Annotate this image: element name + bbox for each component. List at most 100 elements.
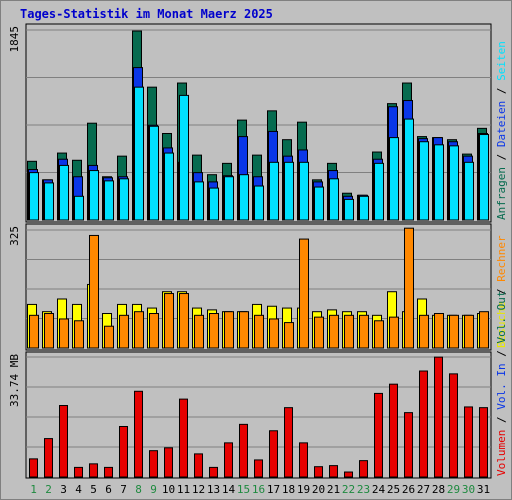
seiten-bar [419,141,429,221]
series-legend: Besuche / Rechner [495,235,508,348]
day-label: 13 [207,483,220,496]
day-label: 5 [90,483,97,496]
rechner-bar [179,293,189,349]
legend-besuche: Besuche [495,302,508,348]
chart-title: Tages-Statistik im Monat Maerz 2025 [20,7,273,21]
day-label: 14 [222,483,236,496]
rechner-bar [314,316,324,349]
seiten-bar [164,152,174,221]
day-label: 25 [387,483,400,496]
legend-vol-out: Vol. Out [495,291,508,344]
seiten-bar [284,161,294,221]
y-max-label: 1845 [8,26,21,53]
day-label: 21 [327,483,340,496]
rechner-bar [239,311,249,349]
rechner-bar [374,320,384,349]
volumen-bar [194,453,203,478]
seiten-bar [299,161,309,221]
volumen-bar [134,390,143,478]
rechner-bar [299,238,309,349]
rechner-bar [434,313,444,349]
day-label: 30 [462,483,475,496]
day-label: 11 [177,483,190,496]
rechner-bar [464,314,474,349]
volumen-bar [74,466,83,478]
rechner-bar [359,314,369,349]
rechner-bar [59,318,69,349]
legend-separator: / [495,147,508,167]
legend-volumen: Volumen [495,430,508,476]
seiten-bar [179,94,189,221]
seiten-bar [314,186,324,221]
seiten-bar [344,198,354,221]
seiten-bar [434,144,444,221]
rechner-bar [119,314,129,349]
seiten-bar [449,145,459,221]
volumen-bar [29,458,38,478]
volumen-bar [179,398,188,478]
legend-seiten: Seiten [495,41,508,81]
rechner-bar [479,311,489,349]
seiten-bar [404,118,414,221]
seiten-bar [269,161,279,221]
volumen-bar [434,356,443,478]
day-label: 8 [135,483,142,496]
day-label: 10 [162,483,175,496]
rechner-bar [89,234,99,349]
series-legend: Volumen / Vol. In / Vol. Out [495,291,508,476]
volumen-bar [479,407,488,478]
legend-rechner: Rechner [495,235,508,282]
seiten-bar [464,161,474,221]
legend-anfragen: Anfragen [495,167,508,220]
volumen-bar [449,373,458,478]
seiten-bar [209,187,219,221]
y-max-label: 33.74 MB [8,354,21,407]
seiten-bar [194,181,204,221]
volumen-bar [164,447,173,478]
volumen-bar [329,465,338,478]
seiten-bar [29,172,39,221]
rechner-bar [134,311,144,349]
rechner-bar [164,293,174,349]
volumen-bar [224,442,233,478]
volumen-bar [44,438,53,478]
volumen-bar [464,406,473,478]
rechner-bar [419,314,429,349]
volumen-bar [314,466,323,478]
seiten-bar [329,178,339,221]
day-label: 28 [432,483,445,496]
seiten-bar [44,182,54,221]
volumen-bar [359,460,368,478]
day-label: 18 [282,483,295,496]
day-label: 26 [402,483,415,496]
volumen-bar [389,383,398,478]
seiten-bar [359,195,369,221]
seiten-bar [389,137,399,221]
volumen-bar [59,405,68,478]
rechner-bar [194,314,204,349]
day-label: 9 [150,483,157,496]
legend-vol-in: Vol. In [495,363,508,409]
volumen-bar [344,471,353,478]
volumen-bar [269,430,278,478]
volumen-bar [119,425,128,478]
seiten-bar [104,180,114,221]
day-label: 27 [417,483,430,496]
day-label: 7 [120,483,127,496]
day-label: 2 [45,483,52,496]
y-max-label: 325 [8,226,21,246]
day-label: 6 [105,483,112,496]
seiten-bar [254,185,264,221]
volumen-bar [89,463,98,478]
seiten-bar [239,174,249,221]
day-label: 31 [477,483,490,496]
day-label: 1 [30,483,37,496]
rechner-bar [104,325,114,349]
seiten-bar [224,176,234,221]
rechner-bar [254,314,264,349]
seiten-bar [59,164,69,221]
volumen-bar [419,370,428,478]
rechner-bar [329,314,339,349]
day-label: 4 [75,483,82,496]
rechner-bar [29,314,39,349]
